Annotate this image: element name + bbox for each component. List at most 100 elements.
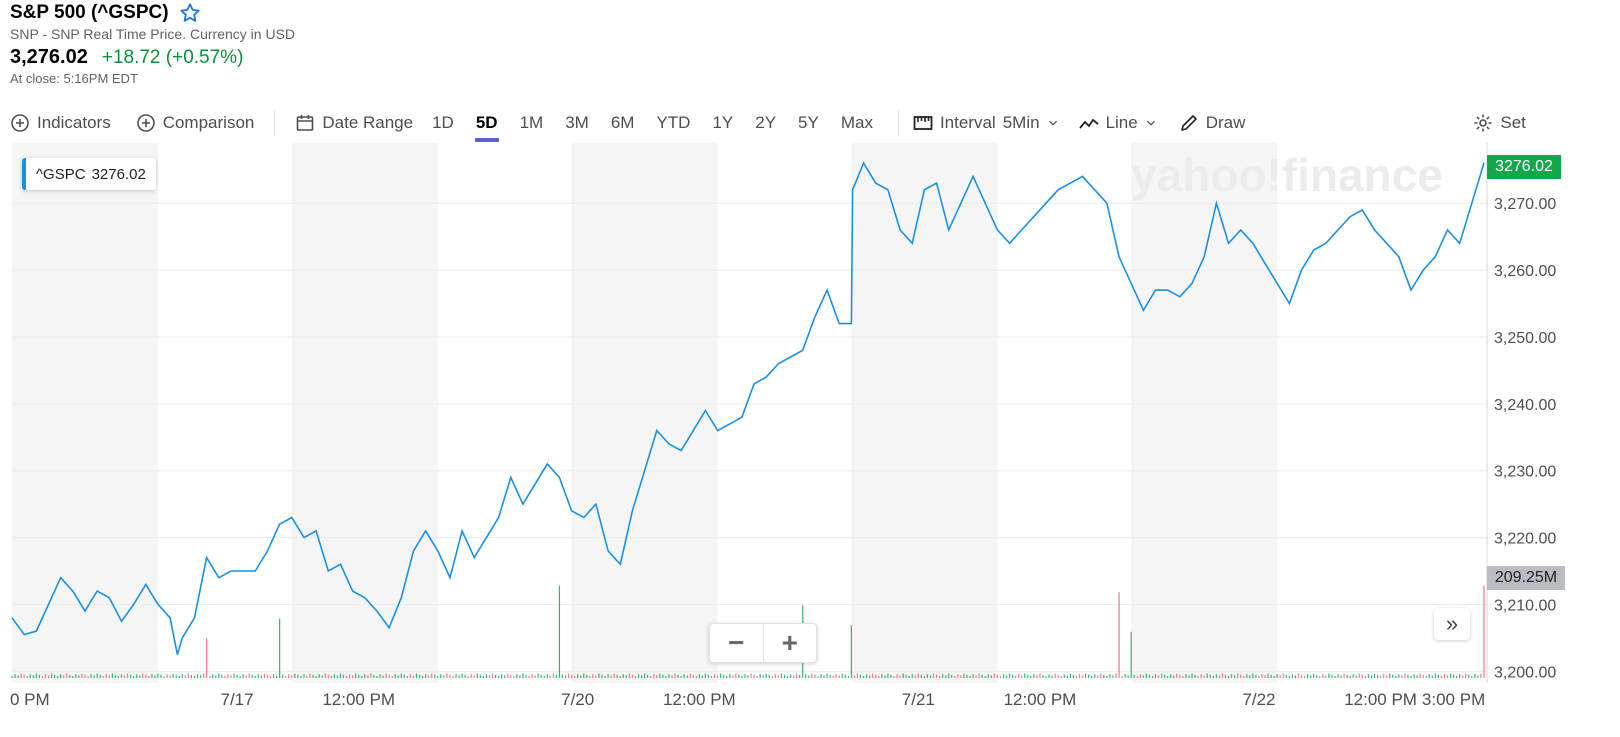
volume-bar	[519, 675, 521, 678]
volume-bar	[537, 673, 539, 678]
volume-bar	[1164, 674, 1166, 678]
volume-bar	[1373, 673, 1376, 678]
volume-bar	[975, 675, 977, 678]
volume-bar	[449, 674, 451, 678]
volume-bar	[254, 676, 256, 678]
volume-bar	[762, 675, 764, 678]
volume-bar	[421, 676, 424, 678]
zoom-controls: − +	[709, 623, 817, 663]
volume-bar	[1249, 675, 1251, 678]
volume-bar	[1224, 674, 1227, 678]
volume-bar	[1109, 674, 1111, 678]
volume-bar	[406, 676, 408, 678]
chart-area[interactable]: yahoo!finance 3,200.00 3,210.00 3,220.00 3,…	[0, 143, 1620, 737]
volume-bar	[1173, 675, 1175, 678]
volume-bar	[1011, 674, 1014, 678]
volume-bar	[1005, 675, 1008, 678]
price-change: +18.72 (+0.57%)	[101, 47, 244, 68]
gear-icon	[1474, 114, 1492, 132]
volume-bar	[418, 674, 421, 678]
volume-bar	[817, 676, 819, 678]
price-chart[interactable]: yahoo!finance 3,200.00 3,210.00 3,220.00 3,…	[0, 143, 1620, 732]
volume-bar	[1002, 674, 1005, 678]
volume-bar	[336, 675, 339, 678]
volume-bar	[367, 675, 369, 678]
volume-bar	[145, 674, 147, 678]
volume-bar	[835, 674, 837, 678]
volume-bar	[275, 675, 278, 678]
volume-bar	[1331, 674, 1333, 678]
volume-bar	[1346, 674, 1348, 678]
volume-bar	[1130, 631, 1132, 678]
volume-bar	[1352, 674, 1354, 678]
range-3m[interactable]: 3M	[565, 113, 589, 132]
volume-bar	[242, 674, 244, 678]
volume-bar	[303, 674, 305, 678]
interval-button[interactable]: Interval 5Min	[913, 113, 1059, 133]
volume-bar	[905, 674, 907, 678]
comparison-button[interactable]: Comparison	[136, 113, 254, 133]
volume-bar	[1328, 673, 1330, 678]
range-2y[interactable]: 2Y	[755, 113, 777, 132]
volume-bar	[939, 676, 941, 678]
volume-bar	[1042, 674, 1044, 678]
volume-bar	[327, 674, 329, 678]
volume-bar	[266, 674, 269, 678]
range-ytd[interactable]: YTD	[656, 113, 691, 132]
date-range-label: Date Range	[322, 113, 414, 132]
volume-bar	[567, 673, 570, 678]
volume-bar	[297, 674, 299, 678]
quote-subtitle: SNP - SNP Real Time Price. Currency in U…	[10, 26, 296, 42]
volume-bar	[300, 676, 302, 678]
volume-bar	[1349, 676, 1351, 678]
volume-bar	[1081, 675, 1084, 678]
volume-bar	[1069, 673, 1071, 678]
volume-bar	[1465, 673, 1467, 678]
volume-bar	[1161, 673, 1163, 678]
volume-bar	[1100, 673, 1102, 678]
y-tick-label: 3,210.00	[1494, 597, 1556, 614]
range-5y[interactable]: 5Y	[798, 113, 819, 132]
volume-bar	[750, 673, 752, 678]
volume-bar	[1297, 673, 1300, 678]
volume-bar	[607, 674, 609, 678]
chevron-down-icon	[1146, 120, 1155, 126]
range-6m[interactable]: 6M	[610, 113, 635, 132]
series-legend[interactable]: ^GSPC 3276.02	[22, 158, 156, 190]
volume-bar	[1422, 674, 1424, 678]
volume-bar	[1303, 676, 1306, 678]
volume-bar	[443, 675, 445, 678]
volume-bar	[23, 674, 25, 678]
volume-bar	[601, 674, 603, 678]
volume-bar	[388, 674, 390, 678]
indicators-button[interactable]: Indicators	[10, 113, 111, 133]
volume-bar	[1203, 675, 1205, 678]
star-icon[interactable]	[179, 2, 201, 24]
range-5d[interactable]: 5D	[474, 113, 499, 142]
chart-type-button[interactable]: Line	[1078, 113, 1157, 133]
range-1d[interactable]: 1D	[432, 113, 454, 132]
expand-button[interactable]: »	[1434, 608, 1470, 640]
volume-bar	[501, 674, 503, 678]
settings-button[interactable]: Set	[1473, 113, 1526, 133]
volume-bar	[735, 673, 737, 678]
volume-bar	[1452, 674, 1455, 678]
volume-bar	[248, 673, 250, 678]
volume-bar	[920, 674, 922, 678]
volume-bar	[482, 676, 485, 678]
legend-symbol: ^GSPC	[36, 165, 86, 183]
volume-bar	[1234, 675, 1236, 678]
date-range-button[interactable]: Date Range	[295, 113, 413, 133]
volume-bar	[814, 674, 816, 678]
draw-button[interactable]: Draw	[1179, 113, 1245, 133]
zoom-in-button[interactable]: +	[781, 627, 798, 658]
volume-bar	[1443, 674, 1446, 678]
volume-bar	[631, 674, 634, 678]
volume-bar	[738, 674, 740, 678]
volume-bar	[1300, 674, 1303, 678]
volume-bar	[1364, 676, 1366, 678]
zoom-out-button[interactable]: −	[710, 624, 764, 662]
range-1m[interactable]: 1M	[519, 113, 544, 132]
range-max[interactable]: Max	[840, 113, 873, 132]
range-1y[interactable]: 1Y	[712, 113, 734, 132]
